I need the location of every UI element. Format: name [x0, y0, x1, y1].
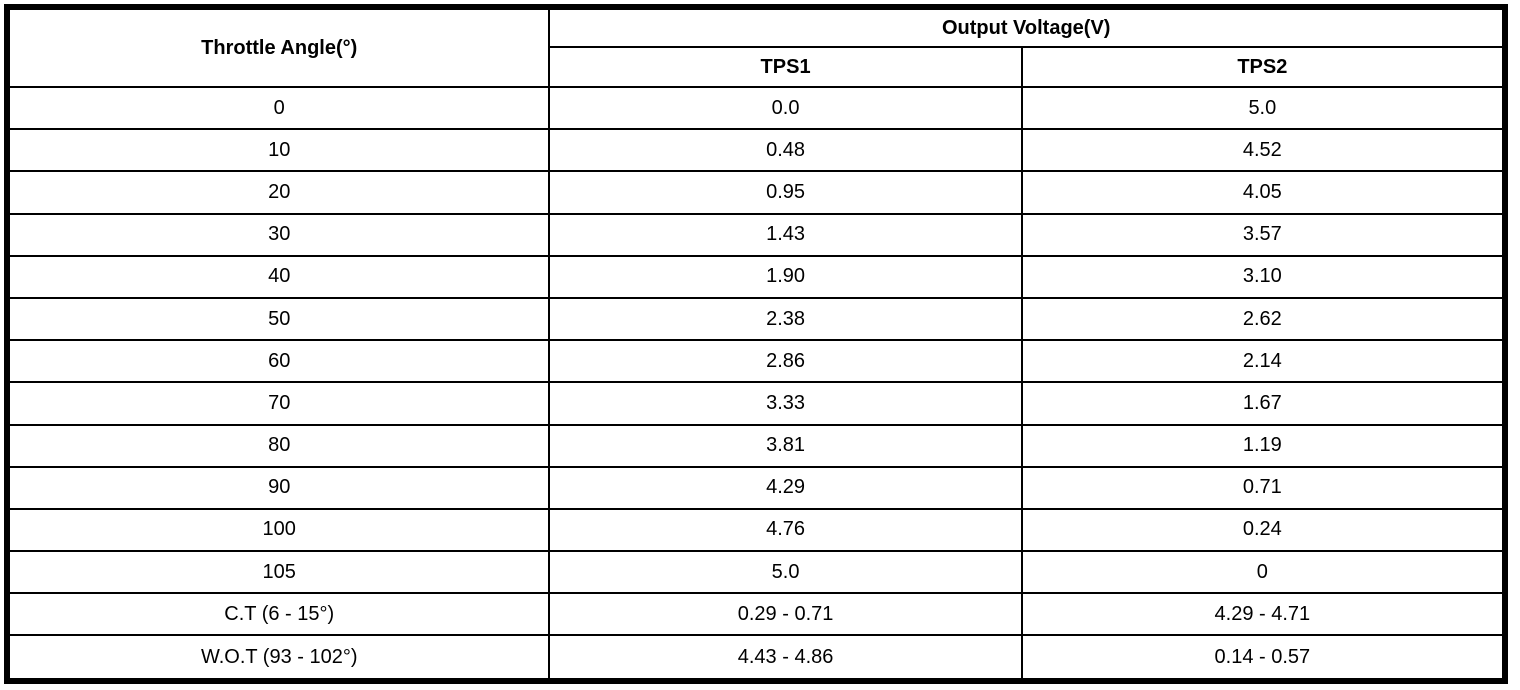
throttle-angle-cell: 60	[5, 339, 551, 384]
table-row: W.O.T (93 - 102°) 4.43 - 4.86 0.14 - 0.57	[5, 634, 1507, 682]
tps2-value-cell: 2.62	[1020, 296, 1507, 342]
table-row: 80 3.81 1.19	[5, 423, 1507, 468]
tps1-value-cell: 3.33	[548, 381, 1023, 426]
table-row: 100 4.76 0.24	[5, 507, 1507, 553]
header-tps2: TPS2	[1020, 46, 1507, 88]
throttle-angle-cell: 90	[5, 465, 551, 510]
tps1-value-cell: 5.0	[548, 550, 1023, 595]
throttle-angle-cell: 100	[5, 507, 551, 553]
table-row: 20 0.95 4.05	[5, 170, 1507, 215]
tps2-value-cell: 3.57	[1020, 212, 1507, 257]
table-body: 0 0.0 5.0 10 0.48 4.52 20 0.95 4.05 30 1.43 3.57 40 1…	[5, 85, 1507, 682]
tps2-value-cell: 3.10	[1020, 254, 1507, 299]
throttle-angle-cell: 0	[5, 85, 551, 131]
throttle-angle-cell: C.T (6 - 15°)	[5, 592, 551, 637]
throttle-angle-cell: 10	[5, 128, 551, 173]
throttle-angle-cell: 20	[5, 170, 551, 215]
tps1-value-cell: 2.38	[548, 296, 1023, 342]
tps2-value-cell: 4.52	[1020, 128, 1507, 173]
table-row: 60 2.86 2.14	[5, 339, 1507, 384]
table-row: 50 2.38 2.62	[5, 296, 1507, 342]
tps2-value-cell: 2.14	[1020, 339, 1507, 384]
tps1-value-cell: 3.81	[548, 423, 1023, 468]
table-row: 10 0.48 4.52	[5, 128, 1507, 173]
table-header: Throttle Angle(°) Output Voltage(V) TPS1…	[5, 6, 1507, 88]
tps1-value-cell: 4.43 - 4.86	[548, 634, 1023, 682]
tps1-value-cell: 0.0	[548, 85, 1023, 131]
header-throttle-angle: Throttle Angle(°)	[5, 6, 551, 88]
throttle-angle-cell: 80	[5, 423, 551, 468]
header-tps1: TPS1	[548, 46, 1023, 88]
table-row: C.T (6 - 15°) 0.29 - 0.71 4.29 - 4.71	[5, 592, 1507, 637]
header-row-group: Throttle Angle(°) Output Voltage(V)	[5, 6, 1506, 88]
tps2-value-cell: 0.24	[1020, 507, 1507, 553]
header-output-voltage: Output Voltage(V)	[548, 6, 1506, 48]
table-row: 90 4.29 0.71	[5, 465, 1507, 510]
tps2-value-cell: 4.29 - 4.71	[1020, 592, 1507, 637]
throttle-position-sensor-table: Throttle Angle(°) Output Voltage(V) TPS1…	[4, 4, 1508, 684]
tps2-value-cell: 1.67	[1020, 381, 1507, 426]
tps1-value-cell: 0.29 - 0.71	[548, 592, 1023, 637]
table-row: 0 0.0 5.0	[5, 85, 1507, 131]
throttle-angle-cell: 50	[5, 296, 551, 342]
tps2-value-cell: 4.05	[1020, 170, 1507, 215]
throttle-angle-cell: 105	[5, 550, 551, 595]
tps2-value-cell: 0.14 - 0.57	[1020, 634, 1507, 682]
tps1-value-cell: 1.90	[548, 254, 1023, 299]
tps2-value-cell: 5.0	[1020, 85, 1507, 131]
tps1-value-cell: 2.86	[548, 339, 1023, 384]
throttle-angle-cell: 70	[5, 381, 551, 426]
tps1-value-cell: 4.76	[548, 507, 1023, 553]
tps1-value-cell: 0.48	[548, 128, 1023, 173]
tps1-value-cell: 0.95	[548, 170, 1023, 215]
throttle-angle-cell: 40	[5, 254, 551, 299]
tps2-value-cell: 0	[1020, 550, 1507, 595]
throttle-angle-cell: 30	[5, 212, 551, 257]
tps2-value-cell: 1.19	[1020, 423, 1507, 468]
table-row: 105 5.0 0	[5, 550, 1507, 595]
header-row-sub: TPS1 TPS2	[7, 46, 1507, 88]
table-row: 40 1.90 3.10	[5, 254, 1507, 299]
table-row: 70 3.33 1.67	[5, 381, 1507, 426]
tps2-value-cell: 0.71	[1020, 465, 1507, 510]
tps1-value-cell: 4.29	[548, 465, 1023, 510]
throttle-angle-cell: W.O.T (93 - 102°)	[5, 634, 551, 682]
table-row: 30 1.43 3.57	[5, 212, 1507, 257]
tps1-value-cell: 1.43	[548, 212, 1023, 257]
